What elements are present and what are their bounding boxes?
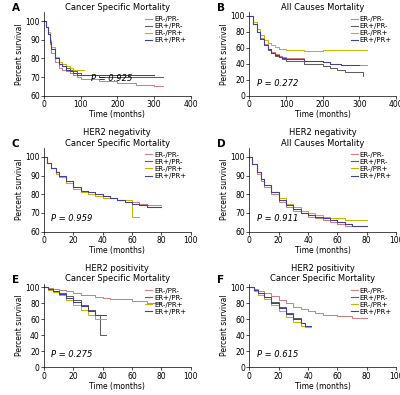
Title: Cancer Specific Mortality: Cancer Specific Mortality [65,3,170,12]
Y-axis label: Percent survival: Percent survival [15,159,24,220]
Legend: ER-/PR-, ER+/PR-, ER-/PR+, ER+/PR+: ER-/PR-, ER+/PR-, ER-/PR+, ER+/PR+ [350,151,392,180]
X-axis label: Time (months): Time (months) [89,246,145,255]
Y-axis label: Percent survival: Percent survival [15,295,24,356]
Legend: ER-/PR-, ER+/PR-, ER-/PR+, ER+/PR+: ER-/PR-, ER+/PR-, ER-/PR+, ER+/PR+ [145,287,187,316]
Y-axis label: Percent survival: Percent survival [220,295,229,356]
Title: HER2 positivity
Cancer Specific Mortality: HER2 positivity Cancer Specific Mortalit… [270,264,375,284]
Legend: ER-/PR-, ER+/PR-, ER-/PR+, ER+/PR+: ER-/PR-, ER+/PR-, ER-/PR+, ER+/PR+ [350,287,392,316]
X-axis label: Time (months): Time (months) [89,382,145,391]
X-axis label: Time (months): Time (months) [295,246,351,255]
Text: P = 0.275: P = 0.275 [51,350,93,359]
Text: P = 0.911: P = 0.911 [257,214,298,224]
Y-axis label: Percent survival: Percent survival [15,23,24,85]
X-axis label: Time (months): Time (months) [295,382,351,391]
X-axis label: Time (months): Time (months) [89,110,145,119]
Text: P = 0.925: P = 0.925 [91,73,132,83]
Legend: ER-/PR-, ER+/PR-, ER-/PR+, ER+/PR+: ER-/PR-, ER+/PR-, ER-/PR+, ER+/PR+ [145,15,187,44]
Text: F: F [217,275,224,285]
Text: P = 0.959: P = 0.959 [51,214,93,224]
Title: All Causes Mortality: All Causes Mortality [281,3,364,12]
Text: A: A [12,4,20,13]
Text: D: D [217,139,226,149]
Title: HER2 positivity
Cancer Specific Mortality: HER2 positivity Cancer Specific Mortalit… [65,264,170,284]
Title: HER2 negativity
All Causes Mortality: HER2 negativity All Causes Mortality [281,128,364,148]
Legend: ER-/PR-, ER+/PR-, ER-/PR+, ER+/PR+: ER-/PR-, ER+/PR-, ER-/PR+, ER+/PR+ [145,151,187,180]
Text: B: B [217,4,225,13]
Legend: ER-/PR-, ER+/PR-, ER-/PR+, ER+/PR+: ER-/PR-, ER+/PR-, ER-/PR+, ER+/PR+ [350,15,392,44]
X-axis label: Time (months): Time (months) [295,110,351,119]
Text: P = 0.615: P = 0.615 [257,350,298,359]
Title: HER2 negativity
Cancer Specific Mortality: HER2 negativity Cancer Specific Mortalit… [65,128,170,148]
Y-axis label: Percent survival: Percent survival [220,23,229,85]
Text: C: C [12,139,19,149]
Text: P = 0.272: P = 0.272 [257,79,298,88]
Text: E: E [12,275,19,285]
Y-axis label: Percent survival: Percent survival [220,159,229,220]
